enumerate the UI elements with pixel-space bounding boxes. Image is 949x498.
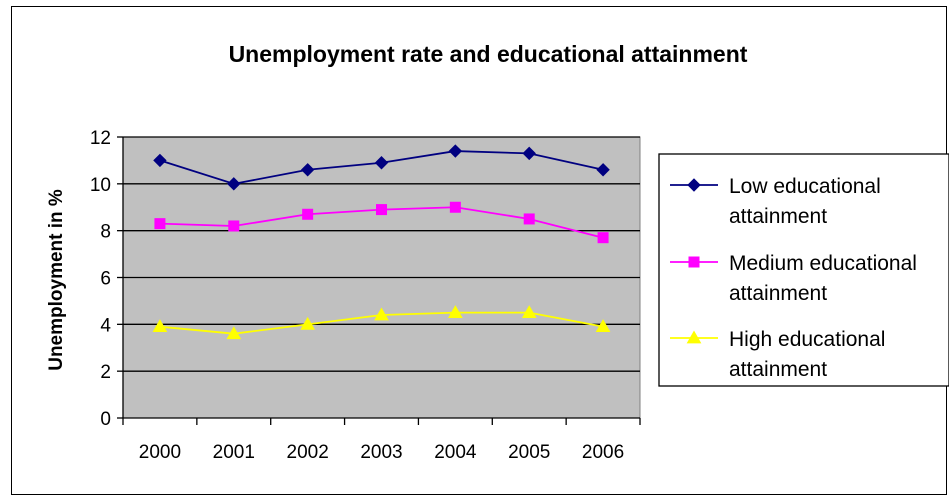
y-tick-label: 12: [90, 128, 111, 149]
data-point: [374, 307, 389, 321]
data-point: [597, 232, 609, 244]
data-point: [449, 201, 461, 213]
plot-area: 0 2 4 6 8 10 12 2000 2001 2002 2003 2004 2005 2006: [90, 128, 641, 463]
y-tick-label: 6: [100, 269, 111, 290]
data-point: [595, 319, 611, 333]
legend-box: [658, 153, 949, 387]
x-tick-label: 2006: [582, 442, 624, 463]
legend-entry-3: High educational attainment: [729, 328, 885, 381]
legend-entry-text: attainment: [729, 358, 827, 381]
data-point: [374, 156, 389, 170]
y-tick-label: 8: [100, 222, 111, 243]
x-tick-label: 2003: [360, 442, 402, 463]
legend-entry-text: High educational: [729, 328, 885, 351]
legend-marker: [686, 330, 702, 344]
y-axis-label: Unemployment in %: [46, 189, 67, 371]
legend-marker: [688, 256, 700, 268]
y-tick-label: 4: [100, 315, 111, 336]
legend-entry-text: attainment: [729, 282, 827, 305]
y-tick-label: 10: [90, 175, 111, 196]
y-tick-label: 2: [100, 362, 111, 383]
y-tick-label: 0: [100, 409, 111, 430]
data-point: [302, 208, 314, 220]
data-point: [154, 218, 166, 230]
legend-entry-text: attainment: [729, 205, 827, 228]
chart-title: Unemployment rate and educational attain…: [229, 41, 748, 67]
data-point: [522, 146, 536, 161]
legend-marker: [687, 178, 701, 192]
x-tick-label: 2000: [139, 442, 181, 463]
data-point: [521, 305, 537, 318]
data-point: [448, 144, 463, 158]
legend-entry-1: Low educational attainment: [729, 175, 881, 228]
legend-entry-text: Medium educational: [729, 252, 917, 275]
legend-entry-2: Medium educational attainment: [729, 252, 917, 305]
data-point: [300, 316, 316, 330]
x-tick-label: 2004: [434, 442, 477, 463]
legend-entry-text: Low educational: [729, 175, 881, 198]
x-tick-label: 2001: [213, 442, 255, 463]
data-point: [300, 163, 315, 177]
data-point: [153, 153, 167, 168]
data-point: [226, 326, 242, 340]
x-tick-label: 2005: [508, 442, 550, 463]
data-point: [523, 213, 535, 225]
data-point: [596, 163, 610, 177]
data-point: [376, 204, 387, 216]
x-tick-label: 2002: [287, 442, 329, 463]
data-point: [228, 220, 240, 232]
data-point: [227, 177, 241, 191]
data-point: [447, 305, 463, 318]
data-point: [152, 319, 168, 333]
